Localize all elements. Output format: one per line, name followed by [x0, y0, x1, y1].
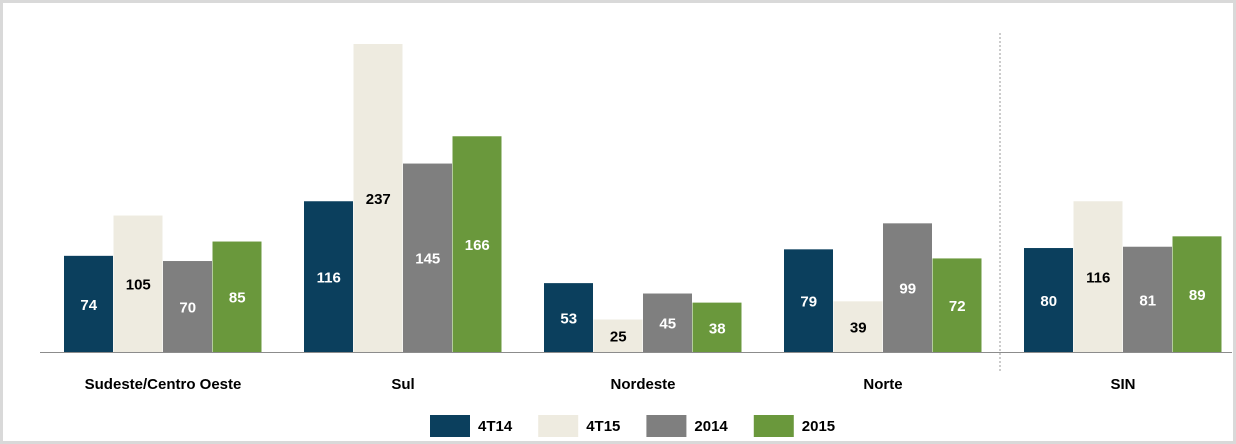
- bar: [403, 163, 452, 352]
- bar: [692, 302, 742, 352]
- bar: [212, 241, 262, 352]
- x-tick-label: Sul: [391, 376, 414, 393]
- bar: [1172, 236, 1222, 352]
- data-label: 74: [80, 297, 97, 314]
- bar: [833, 301, 883, 352]
- data-label: 38: [709, 320, 726, 337]
- x-tick-label: Norte: [863, 376, 902, 393]
- legend-swatch: [430, 415, 470, 437]
- data-label: 53: [560, 311, 577, 328]
- data-label: 237: [366, 191, 391, 208]
- data-label: 116: [317, 270, 341, 287]
- legend-swatch: [538, 415, 579, 437]
- data-label: 99: [899, 281, 916, 298]
- legend-label: 4T15: [586, 418, 620, 435]
- data-label: 105: [126, 277, 151, 294]
- data-label: 70: [179, 299, 196, 316]
- bar: [113, 215, 163, 352]
- data-label: 25: [610, 329, 627, 346]
- x-tick-label: Sudeste/Centro Oeste: [85, 376, 242, 393]
- bar: [883, 223, 932, 352]
- data-label: 72: [949, 298, 966, 315]
- x-tick-label: Nordeste: [610, 376, 675, 393]
- bar: [784, 249, 833, 352]
- data-label: 116: [1086, 270, 1110, 287]
- data-label: 81: [1139, 292, 1156, 309]
- data-label: 39: [850, 320, 867, 337]
- bar: [1123, 246, 1172, 352]
- data-label: 166: [465, 237, 490, 254]
- legend-label: 2014: [694, 418, 728, 435]
- legend-label: 4T14: [478, 418, 513, 435]
- bar: [544, 283, 593, 352]
- bar: [353, 44, 403, 352]
- bar: [304, 201, 353, 352]
- legend-label: 2015: [802, 418, 835, 435]
- bar: [643, 293, 692, 352]
- data-label: 79: [800, 294, 817, 311]
- bar: [1024, 248, 1073, 352]
- x-tick-label: SIN: [1110, 376, 1135, 393]
- data-label: 80: [1040, 293, 1057, 310]
- data-label: 145: [415, 251, 440, 268]
- data-label: 45: [659, 316, 676, 333]
- legend-swatch: [753, 415, 794, 437]
- bar: [64, 255, 113, 352]
- bar: [593, 319, 643, 352]
- bar: [1073, 201, 1123, 352]
- data-label: 85: [229, 290, 246, 307]
- data-label: 89: [1189, 287, 1206, 304]
- legend-swatch: [646, 415, 687, 437]
- bar: [452, 136, 502, 352]
- bar: [932, 258, 982, 352]
- bar: [163, 261, 212, 352]
